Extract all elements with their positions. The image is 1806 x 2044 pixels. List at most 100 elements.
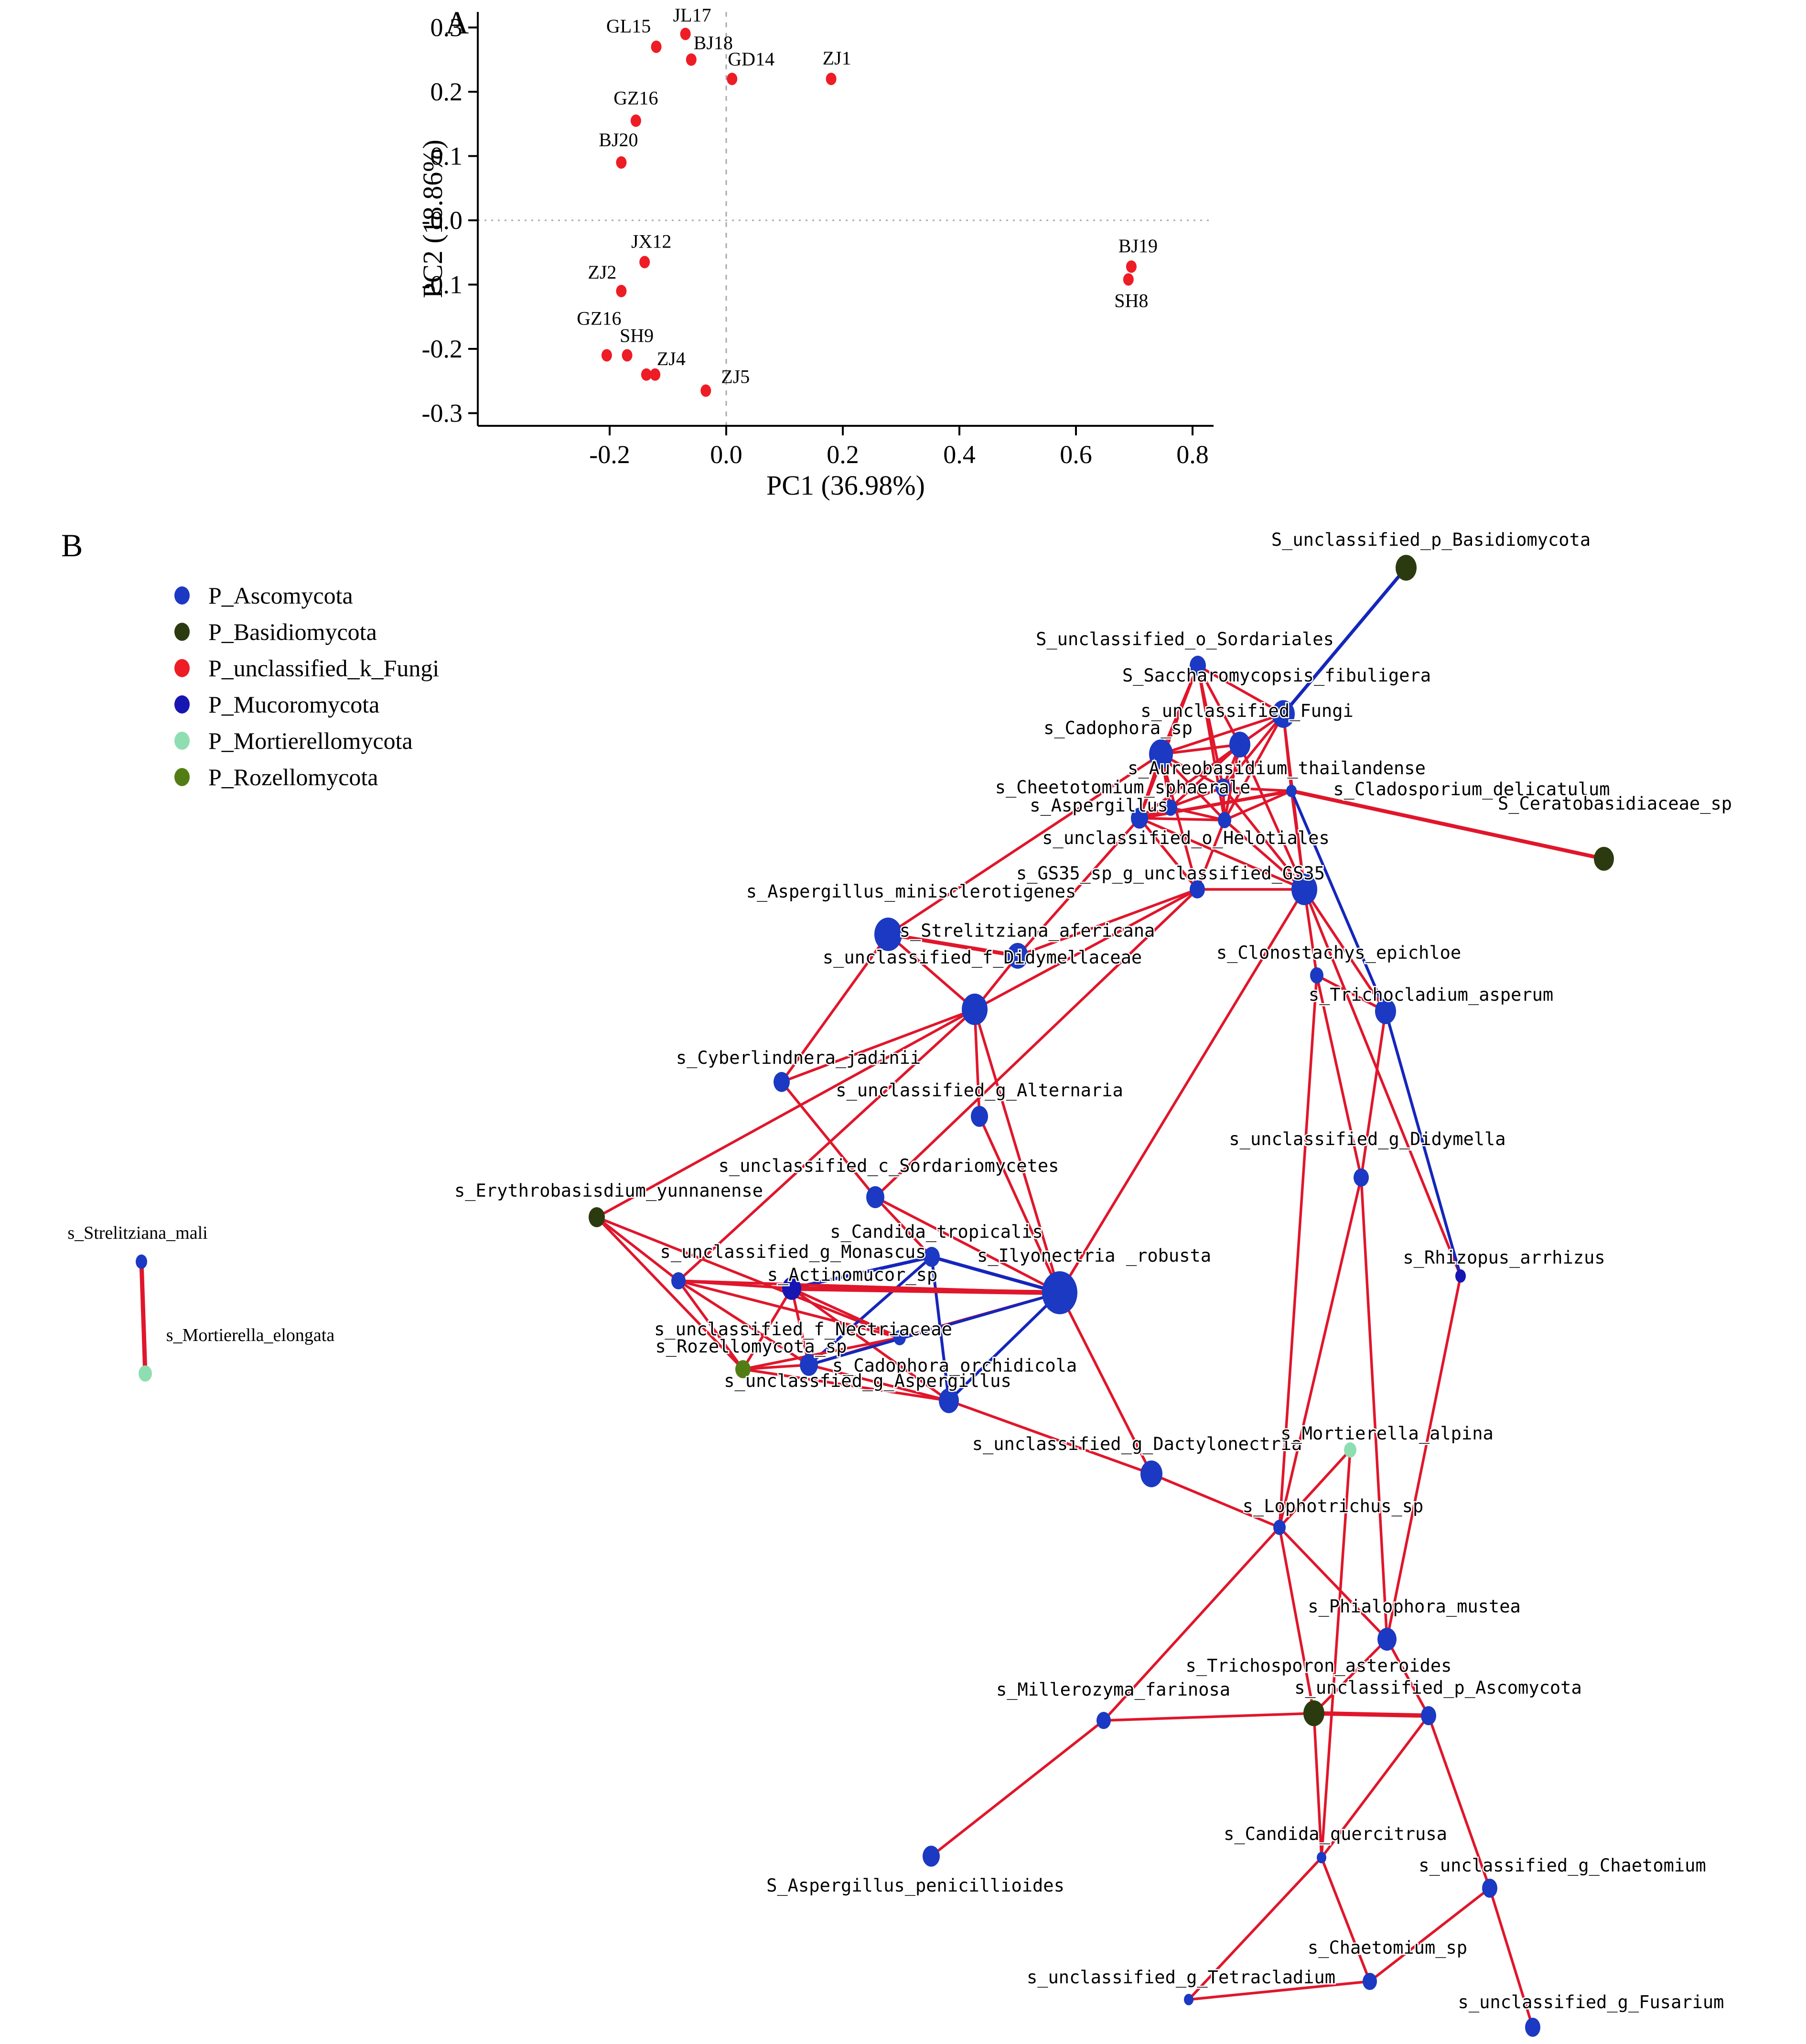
pca-y-axis-title: PC2 (18.86%) <box>417 140 448 298</box>
network-edge <box>1138 743 1241 820</box>
network-edge <box>780 933 890 1083</box>
pca-point-label: ZJ1 <box>823 47 851 69</box>
network-node-gs35b <box>1291 874 1317 905</box>
network-node-label-quercitrusa: s_Candida_quercitrusa <box>1224 1824 1447 1845</box>
network-node-phialophora <box>1377 1628 1397 1651</box>
network-edge <box>1160 713 1285 756</box>
pca-y-tick-label: 0.2 <box>430 77 463 106</box>
network-edge <box>1058 1291 1153 1475</box>
network-edge <box>1320 1856 1371 1983</box>
pca-y-tick-label: 0.3 <box>430 13 463 42</box>
network-edge <box>595 1216 744 1371</box>
network-edge <box>677 1279 744 1371</box>
network-edge <box>1016 817 1141 957</box>
network-node-actinomucor <box>782 1277 801 1300</box>
pca-x-tick-label: 0.8 <box>1176 440 1209 469</box>
pca-point <box>616 156 627 169</box>
network-node-label-sordariomycetes: s_unclassified_c_Sordariomycetes <box>719 1156 1059 1177</box>
network-node-pAscomycota <box>1421 1706 1436 1725</box>
network-edge <box>1488 1887 1534 2029</box>
network-edge <box>1368 1887 1491 1983</box>
network-node-trichosporon <box>1303 1700 1324 1726</box>
network-node-label-aspergillusG: s_unclassfied_g_Aspergillus <box>724 1371 1011 1392</box>
network-edge <box>1223 743 1241 822</box>
network-node-cladosporium <box>1286 785 1297 797</box>
network-node-trichocladium <box>1375 998 1396 1024</box>
network-edge <box>1290 789 1387 1013</box>
network-node-label-rhizopus: s_Rhizopus_arrhizus <box>1403 1247 1605 1268</box>
network-node-label-alternaria: s_unclassified_g_Alternaria <box>836 1080 1123 1101</box>
network-edge <box>742 1336 901 1371</box>
network-node-label-orchidicola: s_Cadophora_orchidicola <box>832 1355 1077 1376</box>
network-edge <box>595 1008 976 1219</box>
panel-a-letter: A <box>445 4 469 41</box>
network-node-cyberlindnera <box>774 1072 790 1092</box>
network-edge <box>780 1008 976 1083</box>
network-node-rhizopus <box>1455 1269 1466 1283</box>
network-edge <box>807 1363 950 1402</box>
network-node-label-clonostachys: s_Clonostachys_epichloe <box>1216 942 1461 963</box>
legend-label: P_unclassified_k_Fungi <box>208 655 439 681</box>
network-node-fungi <box>1229 732 1250 757</box>
legend-label: P_Rozellomycota <box>208 764 378 790</box>
network-node-label-cheetotomium: s_Cheetotomium_sphaerale <box>995 777 1251 798</box>
network-node-label-afericana: s_Strelitziana_afericana <box>900 920 1155 941</box>
pca-point <box>1126 260 1137 273</box>
network-node-sordariales <box>1190 656 1206 676</box>
network-node-afericana <box>1007 943 1028 969</box>
network-node-label-tetracladium: s_unclassified_g_Tetracladium <box>1027 1967 1335 1988</box>
network-edge <box>978 1115 1061 1294</box>
legend-label: P_Mortierellomycota <box>208 727 413 754</box>
pca-point-label: BJ20 <box>599 129 638 151</box>
legend-swatch-mortierellomycota <box>174 732 190 750</box>
network-node-dactylonectria <box>1140 1460 1162 1487</box>
network-edge <box>790 1255 934 1290</box>
network-node-millerozyma <box>1096 1712 1111 1729</box>
network-edge <box>1278 974 1318 1529</box>
network-edge <box>1187 1856 1323 2001</box>
network-node-label-phialophora: s_Phialophora_mustea <box>1308 1596 1521 1617</box>
network-edge <box>1303 888 1387 1013</box>
pca-point <box>630 114 641 127</box>
network-node-orchidicola <box>800 1354 818 1376</box>
legend-swatch-mucoromycota <box>174 695 190 714</box>
network-node-label-actinomucor: s_Actinomucor_sp <box>767 1265 937 1286</box>
network-edge <box>807 1291 1061 1366</box>
pca-point <box>650 368 661 381</box>
network-edge <box>1169 743 1241 809</box>
network-edge <box>1281 566 1408 716</box>
network-node-quercitrusa <box>1317 1852 1326 1863</box>
panel-b-letter: B <box>61 527 83 563</box>
network-node-monascus <box>671 1272 686 1289</box>
network-edge <box>1196 664 1285 715</box>
pca-point-label: ZJ5 <box>721 366 750 387</box>
network-node-label-cadophora: s_Cadophora_sp <box>1043 718 1193 739</box>
pca-point <box>622 349 633 362</box>
network-node-minisclero <box>874 918 902 951</box>
network-node-alpina <box>1344 1442 1356 1458</box>
network-node-cheetotomium <box>1164 800 1177 816</box>
network-node-aureobasidium <box>1215 779 1231 797</box>
network-edge <box>930 1255 1062 1295</box>
network-edge <box>1360 1176 1388 1641</box>
network-node-chaetomiumG <box>1482 1879 1497 1898</box>
network-edge <box>742 1363 810 1371</box>
legend-swatch-basidiomycota <box>174 623 190 641</box>
network-edge <box>742 1368 950 1402</box>
pca-y-tick-label: -0.3 <box>422 399 462 428</box>
network-labels: s_Strelitziana_mali s_Mortierella_elongat… <box>66 529 1733 2014</box>
legend-label: P_Basidiomycota <box>208 618 377 645</box>
network-node-label-aspergillus: s_Aspergillus <box>1030 795 1168 816</box>
pca-point-label: SH9 <box>620 324 654 346</box>
network-node-gs35s <box>1190 880 1205 898</box>
network-node-aspergillusG <box>939 1388 959 1413</box>
pca-point-label: GL15 <box>606 15 651 37</box>
network-node-label-pAscomycota: s_unclassified_p_Ascomycota <box>1294 1677 1581 1698</box>
network-node-label-trichocladium: s_Trichocladium_asperum <box>1309 984 1553 1006</box>
network-edge <box>973 888 1199 1011</box>
pca-point-label: GZ16 <box>613 87 658 109</box>
pca-y-tick-label: -0.2 <box>422 335 462 363</box>
pca-x-axis-title: PC1 (36.98%) <box>766 470 925 501</box>
network-nodes <box>136 555 1614 2037</box>
